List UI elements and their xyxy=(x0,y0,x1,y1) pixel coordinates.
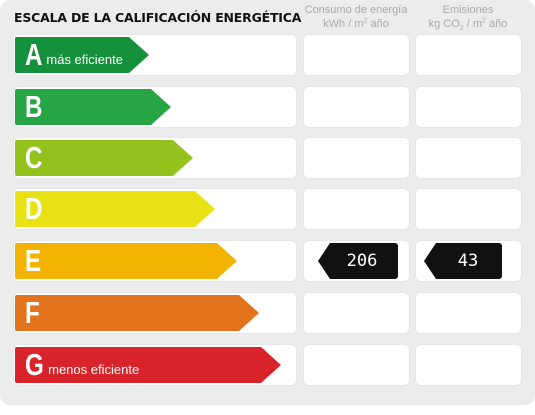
emissions-cell xyxy=(415,188,522,230)
rating-row-e: E 206 43 xyxy=(0,240,535,284)
rating-caption: más eficiente xyxy=(46,51,123,67)
energy-rating-panel: ESCALA DE LA CALIFICACIÓN ENERGÉTICA Con… xyxy=(0,0,535,405)
rating-row-a: A más eficiente xyxy=(0,34,535,78)
emissions-header-line1: Emisiones xyxy=(442,4,494,16)
rating-letter: B xyxy=(25,89,43,124)
energy-value-badge: 206 xyxy=(318,243,398,279)
rating-arrow-e: E xyxy=(15,243,237,279)
energy-header-line1: Consumo de energía xyxy=(304,4,408,16)
emissions-cell xyxy=(415,86,522,128)
rating-letter: A xyxy=(25,37,43,72)
emissions-cell xyxy=(415,34,522,76)
emissions-cell xyxy=(415,292,522,334)
rating-row-b: B xyxy=(0,86,535,130)
rating-arrow-a: A más eficiente xyxy=(15,37,149,73)
rating-arrow-c: C xyxy=(15,140,193,176)
panel-title: ESCALA DE LA CALIFICACIÓN ENERGÉTICA xyxy=(14,10,302,25)
energy-cell xyxy=(303,137,410,179)
rating-letter: D xyxy=(25,191,43,226)
emissions-header-line2: kg CO2 / m2 año xyxy=(428,17,508,33)
rating-letter: E xyxy=(25,243,42,278)
rating-row-d: D xyxy=(0,188,535,232)
rating-caption: menos eficiente xyxy=(48,361,140,377)
emissions-cell xyxy=(415,344,522,386)
emissions-column-header: Emisiones kg CO2 / m2 año xyxy=(414,3,522,33)
energy-column-header: Consumo de energía kWh / m2 año xyxy=(302,3,410,31)
energy-cell xyxy=(303,292,410,334)
rating-arrow-g: G menos eficiente xyxy=(15,347,281,383)
energy-header-line2: kWh / m2 año xyxy=(323,17,389,30)
energy-cell xyxy=(303,86,410,128)
rating-row-c: C xyxy=(0,137,535,181)
rating-letter: F xyxy=(25,295,40,330)
rating-arrow-d: D xyxy=(15,191,215,227)
rating-letter: G xyxy=(25,347,44,382)
rating-row-g: G menos eficiente xyxy=(0,344,535,388)
energy-cell xyxy=(303,34,410,76)
emissions-value-badge: 43 xyxy=(424,243,502,279)
energy-cell xyxy=(303,188,410,230)
rating-letter: C xyxy=(25,140,43,175)
rating-row-f: F xyxy=(0,292,535,336)
energy-cell xyxy=(303,344,410,386)
rating-arrow-f: F xyxy=(15,295,259,331)
emissions-cell xyxy=(415,137,522,179)
rating-arrow-b: B xyxy=(15,89,171,125)
